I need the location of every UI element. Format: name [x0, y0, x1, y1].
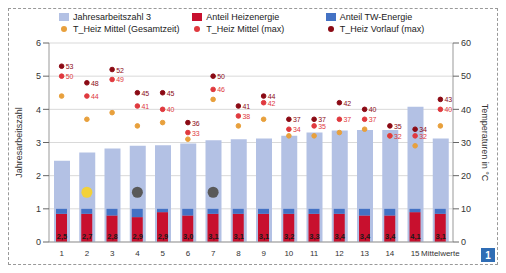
svg-text:53: 53: [66, 63, 74, 70]
svg-text:3,4: 3,4: [335, 232, 346, 241]
svg-text:3,3: 3,3: [309, 232, 319, 241]
svg-text:50: 50: [217, 73, 225, 80]
svg-text:41: 41: [242, 103, 250, 110]
svg-text:3,1: 3,1: [208, 232, 218, 241]
svg-text:40: 40: [369, 106, 377, 113]
svg-text:0: 0: [461, 237, 466, 247]
svg-text:32: 32: [419, 133, 427, 140]
svg-text:3,1: 3,1: [436, 232, 446, 241]
svg-text:50: 50: [66, 73, 74, 80]
svg-text:12: 12: [335, 249, 344, 258]
html-text:T_Heiz Vorlauf (max): T_Heiz Vorlauf (max): [339, 24, 425, 34]
svg-text:Temperaturen in °C: Temperaturen in °C: [480, 104, 490, 182]
svg-text:2,7: 2,7: [82, 232, 92, 241]
svg-text:Mittelwerte: Mittelwerte: [421, 249, 460, 258]
svg-text:34: 34: [419, 126, 427, 133]
svg-text:4,1: 4,1: [410, 232, 420, 241]
svg-text:40: 40: [444, 106, 452, 113]
svg-text:50: 50: [461, 71, 471, 81]
svg-text:3,0: 3,0: [183, 232, 193, 241]
svg-text:40: 40: [167, 106, 175, 113]
svg-text:9: 9: [261, 249, 266, 258]
svg-text:49: 49: [116, 76, 124, 83]
svg-text:10: 10: [284, 249, 293, 258]
svg-text:5: 5: [160, 249, 165, 258]
svg-text:4: 4: [36, 105, 41, 115]
svg-text:46: 46: [217, 86, 225, 93]
svg-text:13: 13: [360, 249, 369, 258]
html-text:T_Heiz Mittel (max): T_Heiz Mittel (max): [206, 24, 285, 34]
svg-text:7: 7: [211, 249, 216, 258]
svg-text:42: 42: [343, 100, 351, 107]
svg-text:42: 42: [268, 100, 276, 107]
svg-text:40: 40: [461, 105, 471, 115]
svg-text:37: 37: [369, 116, 377, 123]
svg-text:Jahresarbeitszahl: Jahresarbeitszahl: [14, 107, 24, 178]
svg-text:60: 60: [461, 38, 471, 48]
svg-text:3,4: 3,4: [385, 232, 396, 241]
svg-text:3,2: 3,2: [284, 232, 294, 241]
html-text:Jahresarbeitszahl 3: Jahresarbeitszahl 3: [73, 12, 151, 22]
svg-text:35: 35: [394, 123, 402, 130]
svg-text:2,5: 2,5: [57, 232, 67, 241]
svg-text:2,8: 2,8: [107, 232, 117, 241]
svg-text:32: 32: [394, 133, 402, 140]
svg-text:36: 36: [192, 120, 200, 127]
svg-text:3,1: 3,1: [234, 232, 244, 241]
svg-text:45: 45: [167, 90, 175, 97]
svg-text:35: 35: [318, 123, 326, 130]
svg-text:1: 1: [59, 249, 64, 258]
html-text:Anteil Heizenergie: Anteil Heizenergie: [206, 12, 280, 22]
svg-text:41: 41: [141, 103, 149, 110]
svg-text:0: 0: [36, 237, 41, 247]
svg-text:8: 8: [236, 249, 241, 258]
svg-text:30: 30: [461, 138, 471, 148]
svg-text:14: 14: [385, 249, 394, 258]
svg-text:45: 45: [141, 90, 149, 97]
svg-text:11: 11: [310, 249, 319, 258]
html-text:T_Heiz Mittel (Gesamtzeit): T_Heiz Mittel (Gesamtzeit): [73, 24, 180, 34]
svg-text:3,4: 3,4: [360, 232, 371, 241]
svg-text:48: 48: [91, 80, 99, 87]
svg-text:2: 2: [36, 171, 41, 181]
svg-text:15: 15: [411, 249, 420, 258]
svg-text:6: 6: [36, 38, 41, 48]
svg-text:43: 43: [444, 96, 452, 103]
svg-text:10: 10: [461, 204, 471, 214]
svg-text:44: 44: [268, 93, 276, 100]
svg-text:6: 6: [186, 249, 191, 258]
svg-text:2,9: 2,9: [158, 232, 168, 241]
svg-text:3: 3: [110, 249, 115, 258]
html-text:1: 1: [485, 249, 491, 261]
svg-text:34: 34: [293, 126, 301, 133]
svg-text:2: 2: [85, 249, 90, 258]
svg-text:33: 33: [192, 130, 200, 137]
svg-text:37: 37: [293, 116, 301, 123]
svg-text:37: 37: [318, 116, 326, 123]
svg-text:44: 44: [91, 93, 99, 100]
svg-text:52: 52: [116, 67, 124, 74]
svg-text:1: 1: [36, 204, 41, 214]
svg-text:37: 37: [343, 116, 351, 123]
svg-text:20: 20: [461, 171, 471, 181]
svg-text:3,1: 3,1: [259, 232, 269, 241]
svg-text:3: 3: [36, 138, 41, 148]
svg-text:2,9: 2,9: [133, 232, 143, 241]
svg-text:5: 5: [36, 71, 41, 81]
svg-text:38: 38: [242, 113, 250, 120]
html-text:Anteil TW-Energie: Anteil TW-Energie: [339, 12, 413, 22]
svg-text:4: 4: [135, 249, 140, 258]
